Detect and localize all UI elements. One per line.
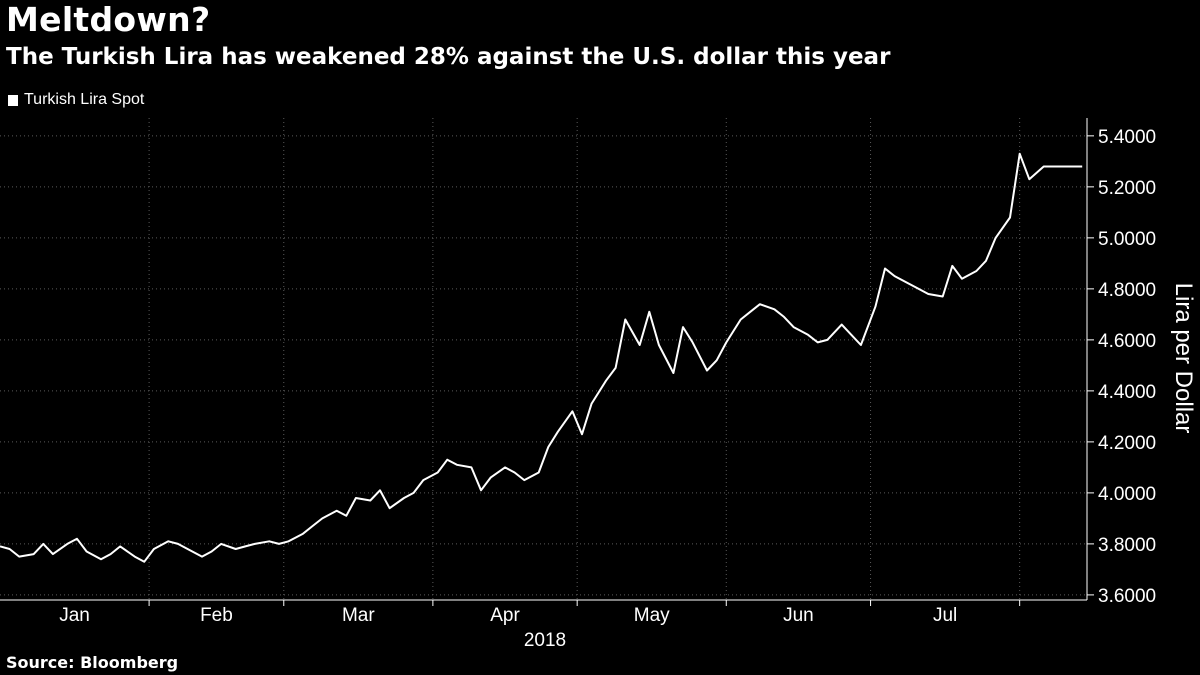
x-tick-label: Jun [783,605,814,626]
y-tick-label: 4.0000 [1098,484,1156,505]
y-axis-title: Lira per Dollar [1170,283,1197,434]
y-tick-label: 5.4000 [1098,127,1156,148]
tick-labels: 3.6000 3.8000 4.0000 4.2000 4.4000 4.6000 4.80… [59,127,1197,651]
chart-title: Meltdown? [6,0,211,39]
series [0,152,1083,563]
axes [0,118,1094,606]
legend-label: Turkish Lira Spot [24,91,145,108]
y-tick-label: 5.2000 [1098,178,1156,199]
y-tick-label: 4.8000 [1098,280,1156,301]
grid [0,118,1087,600]
x-tick-label: Jul [933,605,957,626]
legend-swatch [8,94,18,106]
x-tick-label: Apr [490,605,520,626]
series-line-turkish-lira-spot [0,152,1083,563]
year-label: 2018 [524,630,566,651]
y-tick-label: 4.2000 [1098,433,1156,454]
y-tick-label: 3.6000 [1098,586,1156,607]
y-tick-label: 5.0000 [1098,229,1156,250]
x-tick-label: Jan [59,605,90,626]
chart-subtitle: The Turkish Lira has weakened 28% agains… [6,44,891,70]
x-tick-label: Mar [342,605,375,626]
x-tick-label: Feb [200,605,233,626]
legend: Turkish Lira Spot [8,91,144,109]
y-tick-label: 4.6000 [1098,331,1156,352]
y-tick-label: 4.4000 [1098,382,1156,403]
y-tick-label: 3.8000 [1098,535,1156,556]
source-note: Source: Bloomberg [6,653,179,672]
x-tick-label: May [634,605,670,626]
